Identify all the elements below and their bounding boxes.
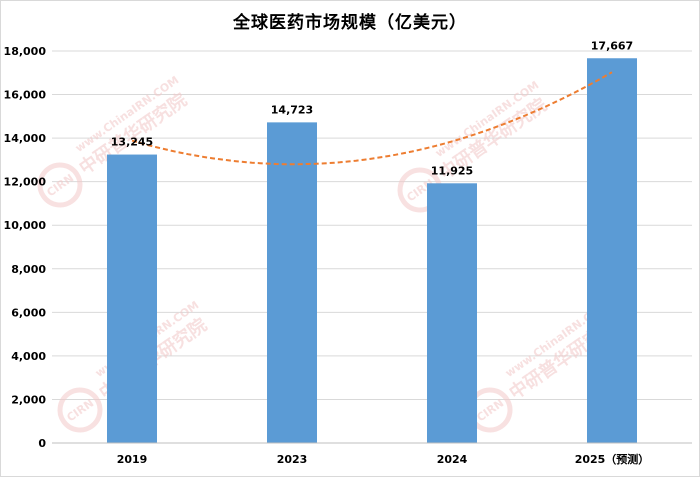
data-label: 14,723 — [271, 103, 313, 116]
data-label: 13,245 — [111, 136, 153, 149]
chart-title: 全球医药市场规模（亿美元） — [233, 13, 467, 33]
y-tick-label: 10,000 — [4, 219, 47, 232]
y-tick-label: 6,000 — [11, 306, 46, 319]
bar — [427, 183, 477, 444]
x-axis: 2019 2023 2024 2025（预测） — [52, 442, 692, 466]
trendline — [131, 71, 613, 166]
bars — [107, 58, 637, 444]
bar — [267, 122, 317, 443]
y-tick-label: 4,000 — [11, 350, 46, 363]
watermark-logo-ring — [37, 162, 83, 208]
x-tick-label: 2025（预测） — [575, 452, 650, 466]
y-tick-label: 14,000 — [4, 132, 47, 145]
x-tick-label: 2024 — [437, 453, 468, 466]
y-axis: 0 2,000 4,000 6,000 8,000 10,000 12,000 14,000 1… — [4, 45, 47, 450]
x-tick-label: 2019 — [117, 453, 148, 466]
data-label: 11,925 — [431, 164, 473, 177]
data-label: 17,667 — [591, 39, 633, 52]
y-tick-label: 8,000 — [11, 263, 46, 276]
y-tick-label: 0 — [38, 437, 46, 450]
y-tick-label: 12,000 — [4, 176, 47, 189]
gridlines — [52, 50, 692, 444]
y-tick-label: 16,000 — [4, 89, 47, 102]
watermark-logo: CIRN — [474, 397, 506, 425]
bar — [107, 154, 157, 443]
x-tick-label: 2023 — [277, 453, 308, 466]
trendline-path — [131, 71, 613, 166]
watermark-logo-ring — [57, 387, 103, 433]
watermark-logo: CIRN — [44, 172, 76, 200]
data-labels: 13,245 14,723 11,925 17,667 — [111, 39, 633, 177]
y-tick-label: 18,000 — [4, 45, 47, 58]
bar — [587, 58, 637, 443]
watermark-logo: CIRN — [64, 397, 96, 425]
y-tick-label: 2,000 — [11, 393, 46, 406]
